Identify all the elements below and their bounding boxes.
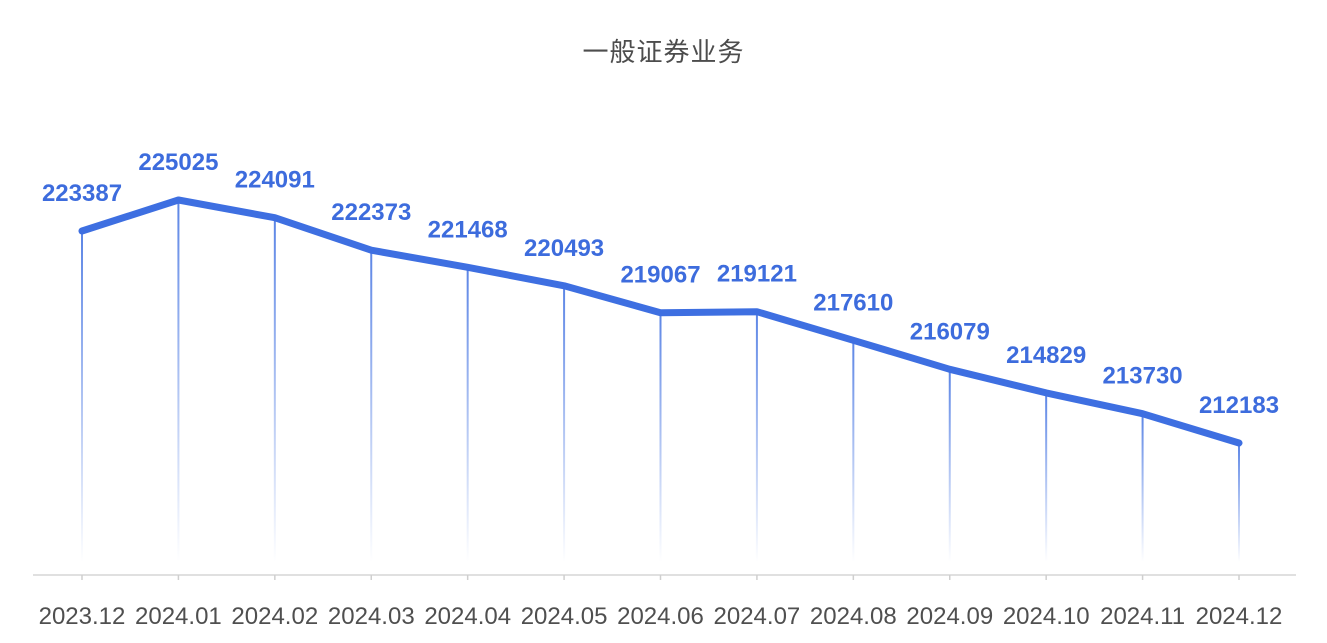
data-label: 219121 xyxy=(717,261,797,288)
x-axis-label: 2024.12 xyxy=(1196,603,1283,630)
x-axis-label: 2023.12 xyxy=(39,603,126,630)
x-axis-label: 2024.06 xyxy=(617,603,704,630)
data-label: 212183 xyxy=(1199,392,1279,419)
data-label: 222373 xyxy=(331,199,411,226)
x-axis-label: 2024.05 xyxy=(521,603,608,630)
data-label: 225025 xyxy=(138,149,218,176)
x-axis-label: 2024.08 xyxy=(810,603,897,630)
x-axis-label: 2024.11 xyxy=(1100,603,1185,630)
trend-line xyxy=(78,196,1243,447)
data-label: 221468 xyxy=(428,216,508,243)
data-label: 217610 xyxy=(813,289,893,316)
data-label: 223387 xyxy=(42,180,122,207)
data-label: 216079 xyxy=(910,318,990,345)
x-axis-label: 2024.09 xyxy=(906,603,993,630)
data-label: 220493 xyxy=(524,235,604,262)
x-axis-label: 2024.02 xyxy=(231,603,318,630)
x-axis-label: 2024.10 xyxy=(1003,603,1090,630)
x-axis-label: 2024.03 xyxy=(328,603,415,630)
x-axis-label: 2024.07 xyxy=(714,603,801,630)
x-axis-label: 2024.01 xyxy=(135,603,222,630)
data-label: 219067 xyxy=(620,262,700,289)
x-axis-label: 2024.04 xyxy=(424,603,511,630)
data-label: 224091 xyxy=(235,167,315,194)
data-label: 213730 xyxy=(1103,363,1183,390)
chart-title: 一般证券业务 xyxy=(582,37,745,67)
data-label: 214829 xyxy=(1006,342,1086,369)
